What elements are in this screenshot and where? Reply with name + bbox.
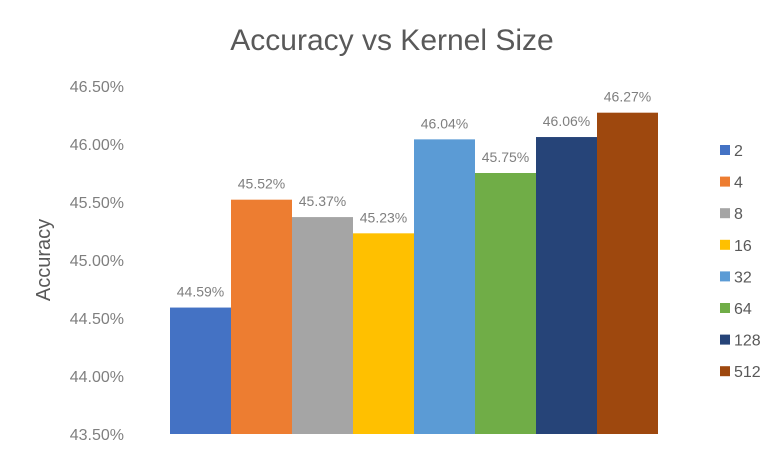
- y-tick-label: 43.50%: [70, 427, 124, 444]
- legend-swatch-4: [720, 176, 730, 187]
- data-label-16: 45.23%: [360, 209, 407, 225]
- data-label-512: 46.27%: [604, 89, 651, 105]
- data-label-128: 46.06%: [543, 113, 590, 129]
- bars: [170, 112, 658, 435]
- legend-swatch-32: [720, 271, 730, 282]
- y-tick-label: 45.50%: [70, 195, 124, 212]
- legend-swatch-8: [720, 208, 730, 219]
- data-labels: 44.59% 45.52% 45.37% 45.23% 46.04% 45.75% 46.0…: [177, 89, 651, 300]
- y-axis-label: Accuracy: [33, 219, 55, 301]
- y-tick-label: 46.50%: [70, 79, 124, 96]
- bar-4: [231, 199, 292, 434]
- bar-512: [597, 112, 658, 435]
- bar-128: [536, 137, 597, 435]
- legend-swatch-16: [720, 239, 730, 250]
- bar-64: [475, 173, 536, 434]
- legend-label-8: 8: [734, 206, 743, 223]
- data-label-4: 45.52%: [238, 176, 285, 192]
- legend-swatch-128: [720, 334, 730, 345]
- y-tick-label: 46.00%: [70, 137, 124, 154]
- legend: 2 4 8 16 32 64 128 512: [720, 143, 761, 381]
- legend-label-512: 512: [734, 364, 761, 381]
- chart-title: Accuracy vs Kernel Size: [230, 24, 553, 57]
- legend-swatch-512: [720, 366, 730, 377]
- bar-16: [353, 233, 414, 434]
- data-label-2: 44.59%: [177, 284, 224, 300]
- bar-2: [170, 307, 231, 434]
- y-tick-label: 45.00%: [70, 253, 124, 270]
- legend-label-128: 128: [734, 333, 761, 350]
- bar-8: [292, 217, 353, 434]
- legend-swatch-2: [720, 145, 730, 155]
- legend-label-64: 64: [734, 301, 752, 318]
- legend-label-16: 16: [734, 238, 752, 255]
- data-label-64: 45.75%: [482, 149, 529, 165]
- legend-label-32: 32: [734, 269, 752, 286]
- data-label-32: 46.04%: [421, 115, 468, 131]
- y-tick-label: 44.50%: [70, 311, 124, 328]
- legend-swatch-64: [720, 303, 730, 313]
- legend-label-2: 2: [734, 143, 743, 160]
- data-label-8: 45.37%: [299, 193, 346, 209]
- y-tick-label: 44.00%: [70, 369, 124, 386]
- legend-label-4: 4: [734, 175, 743, 192]
- y-axis-ticks: 46.50% 46.00% 45.50% 45.00% 44.50% 44.00% 43.5…: [70, 79, 124, 444]
- bar-32: [414, 139, 475, 435]
